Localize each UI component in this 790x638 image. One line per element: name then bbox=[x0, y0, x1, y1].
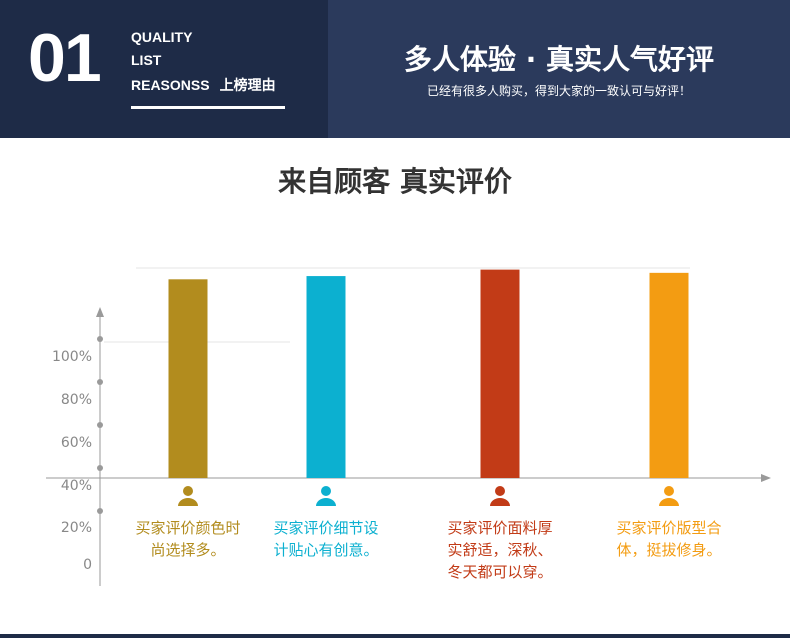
category-label: 尚选择多。 bbox=[150, 541, 225, 559]
category-label: 计贴心有创意。 bbox=[273, 541, 378, 559]
reason-subtitle: 上榜理由 bbox=[219, 77, 276, 93]
axis-dot bbox=[97, 422, 103, 428]
axis-dot bbox=[97, 465, 103, 471]
reason-line-quality: QUALITY bbox=[131, 29, 193, 45]
person-icon bbox=[316, 498, 336, 506]
header-banner: 01 QUALITY LIST REASONSS 上榜理由 多人体验 · 真实人气… bbox=[0, 0, 790, 138]
person-icon bbox=[178, 498, 198, 506]
bar bbox=[306, 276, 346, 478]
bar bbox=[480, 269, 520, 478]
reason-line-list: LIST bbox=[131, 52, 162, 68]
person-icon bbox=[664, 486, 674, 496]
category-label: 买家评价版型合 bbox=[616, 519, 721, 537]
person-icon bbox=[183, 486, 193, 496]
reason-underline bbox=[131, 106, 285, 109]
bar bbox=[168, 279, 208, 478]
y-axis-arrow bbox=[96, 307, 104, 317]
section-number: 01 bbox=[28, 20, 102, 96]
y-tick-label: 20% bbox=[61, 520, 92, 536]
axis-dot bbox=[97, 379, 103, 385]
axis-dot bbox=[97, 508, 103, 514]
bar bbox=[649, 272, 689, 478]
reason-line-reasons: REASONSS 上榜理由 bbox=[131, 76, 276, 94]
y-tick-label: 0 bbox=[83, 557, 92, 573]
y-tick-label: 40% bbox=[61, 478, 92, 494]
category-label: 体，挺拔修身。 bbox=[616, 541, 721, 559]
category-label: 冬天都可以穿。 bbox=[447, 563, 552, 581]
section-title: 来自顾客 真实评价 bbox=[278, 165, 512, 198]
banner-left-panel: 01 QUALITY LIST REASONSS 上榜理由 bbox=[0, 0, 328, 138]
person-icon bbox=[490, 498, 510, 506]
category-label: 买家评价颜色时 bbox=[135, 519, 240, 537]
category-label: 买家评价细节设 bbox=[273, 519, 378, 537]
person-icon bbox=[495, 486, 505, 496]
axis-dot bbox=[97, 336, 103, 342]
x-axis-arrow bbox=[761, 474, 771, 482]
person-icon bbox=[659, 498, 679, 506]
category-label: 买家评价面料厚 bbox=[447, 519, 552, 537]
banner-headline: 多人体验 · 真实人气好评 bbox=[403, 43, 715, 76]
y-tick-label: 60% bbox=[61, 435, 92, 451]
y-tick-label: 100% bbox=[52, 349, 92, 365]
banner-right-panel bbox=[328, 0, 790, 138]
category-label: 实舒适，深秋、 bbox=[447, 541, 552, 559]
reason-line-reasons-text: REASONSS bbox=[131, 77, 210, 93]
bottom-divider bbox=[0, 634, 790, 638]
y-tick-label: 80% bbox=[61, 392, 92, 408]
banner-subline: 已经有很多人购买，得到大家的一致认可与好评！ bbox=[426, 84, 691, 98]
person-icon bbox=[321, 486, 331, 496]
